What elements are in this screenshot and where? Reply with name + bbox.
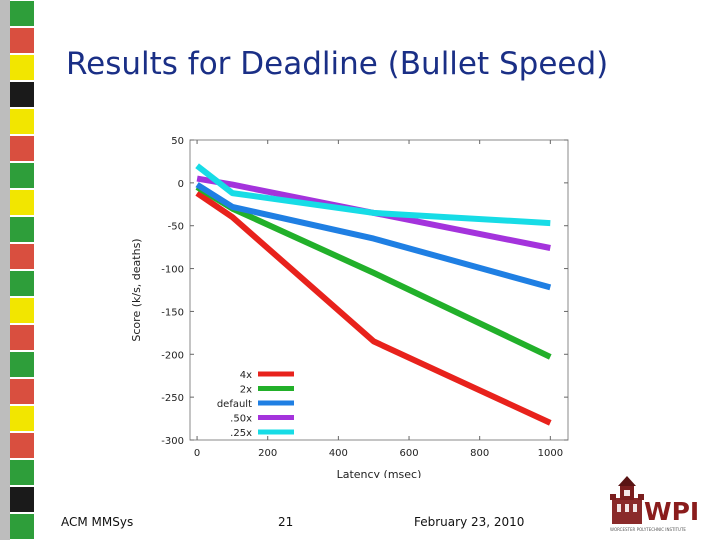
side-strip-block xyxy=(10,28,34,53)
series-line-4x xyxy=(195,190,552,426)
y-tick-label: -200 xyxy=(161,350,184,361)
side-strip-block xyxy=(10,379,34,404)
latency-score-line-chart: 50 0 -50 -100 -150 -200 -250 -300 0 200 400 600 800… xyxy=(130,136,569,478)
legend-label: 4x xyxy=(240,370,252,381)
y-tick-label: -100 xyxy=(161,265,184,276)
side-strip-block xyxy=(10,55,34,80)
x-tick-label: 200 xyxy=(258,448,277,459)
side-strip-block xyxy=(10,406,34,431)
wpi-logo-subtext: WORCESTER POLYTECHNIC INSTITUTE xyxy=(610,527,686,532)
legend-label: 2x xyxy=(240,385,252,396)
y-tick-label: -250 xyxy=(161,393,184,404)
side-strip-block xyxy=(10,325,34,350)
y-axis-label: Score (k/s, deaths) xyxy=(130,238,143,341)
y-tick-label: 50 xyxy=(171,136,184,147)
x-tick-label: 1000 xyxy=(538,448,563,459)
side-strip-block xyxy=(10,190,34,215)
series-line-25x xyxy=(195,163,551,227)
side-strip-block xyxy=(10,433,34,458)
side-strip-block xyxy=(10,109,34,134)
decorative-side-strip xyxy=(0,0,34,540)
castle-tower-icon xyxy=(610,476,644,524)
x-axis-label: Latency (msec) xyxy=(337,468,422,478)
footer-conference: ACM MMSys xyxy=(61,515,134,529)
side-strip-block xyxy=(10,487,34,512)
x-tick-label: 600 xyxy=(399,448,418,459)
side-strip-block xyxy=(10,163,34,188)
x-tick-label: 800 xyxy=(470,448,489,459)
side-strip-block xyxy=(10,1,34,26)
side-strip-block xyxy=(10,136,34,161)
side-strip-block xyxy=(10,217,34,242)
x-tick-label: 0 xyxy=(194,448,200,459)
y-tick-label: -50 xyxy=(168,222,184,233)
legend-label: .25x xyxy=(230,428,252,439)
y-tick-label: -300 xyxy=(161,436,184,447)
side-strip-block xyxy=(10,82,34,107)
series-line-default xyxy=(195,182,552,291)
wpi-logo: WPI WORCESTER POLYTECHNIC INSTITUTE xyxy=(610,476,699,532)
y-tick-label: -150 xyxy=(161,307,184,318)
x-tick-label: 400 xyxy=(329,448,348,459)
side-strip-block xyxy=(10,514,34,539)
side-strip-edge xyxy=(0,0,10,540)
wpi-logo-text: WPI xyxy=(644,497,699,526)
legend-label: .50x xyxy=(230,414,252,425)
side-strip-block xyxy=(10,244,34,269)
slide-title: Results for Deadline (Bullet Speed) xyxy=(66,46,609,82)
side-strip-block xyxy=(10,460,34,485)
legend-label: default xyxy=(217,399,252,410)
side-strip-block xyxy=(10,352,34,377)
footer-page-number: 21 xyxy=(278,515,294,529)
footer-date: February 23, 2010 xyxy=(414,515,525,529)
side-strip-block xyxy=(10,271,34,296)
side-strip-block xyxy=(10,298,34,323)
y-tick-label: 0 xyxy=(178,179,184,190)
